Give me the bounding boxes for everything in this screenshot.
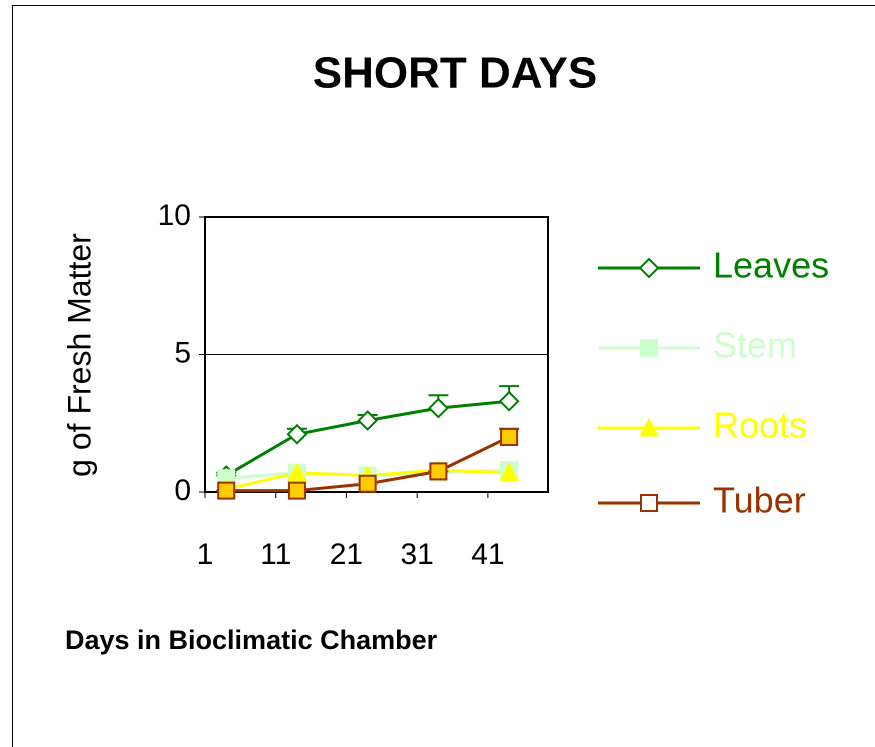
marker	[287, 481, 306, 500]
marker	[499, 462, 519, 482]
marker	[498, 390, 520, 412]
x-tick-label: 1	[197, 538, 214, 571]
legend-label: Tuber	[713, 480, 806, 521]
y-axis-label: g of Fresh Matter	[61, 233, 97, 477]
legend-label: Stem	[713, 325, 797, 366]
frame	[12, 5, 875, 747]
x-axis-label: Days in Bioclimatic Chamber	[65, 625, 438, 655]
x-tick-label: 31	[400, 538, 433, 571]
x-tick-label: 11	[260, 538, 291, 571]
marker	[217, 481, 236, 500]
legend-marker	[639, 417, 659, 437]
y-tick-label: 5	[174, 336, 191, 369]
marker	[429, 462, 448, 481]
y-tick-label: 10	[158, 199, 191, 232]
marker	[500, 428, 519, 446]
legend-marker	[638, 257, 660, 279]
legend-marker	[640, 339, 658, 357]
legend-label: Leaves	[713, 245, 829, 286]
marker	[357, 410, 379, 431]
y-tick-label: 0	[174, 474, 191, 507]
marker	[286, 423, 308, 445]
x-tick-label: 41	[471, 538, 504, 571]
chart-title: SHORT DAYS	[313, 49, 597, 98]
marker	[287, 462, 307, 482]
x-tick-label: 21	[330, 538, 363, 571]
marker	[358, 474, 377, 493]
legend-label: Roots	[713, 405, 807, 446]
marker	[427, 397, 449, 419]
legend-marker	[640, 494, 658, 512]
